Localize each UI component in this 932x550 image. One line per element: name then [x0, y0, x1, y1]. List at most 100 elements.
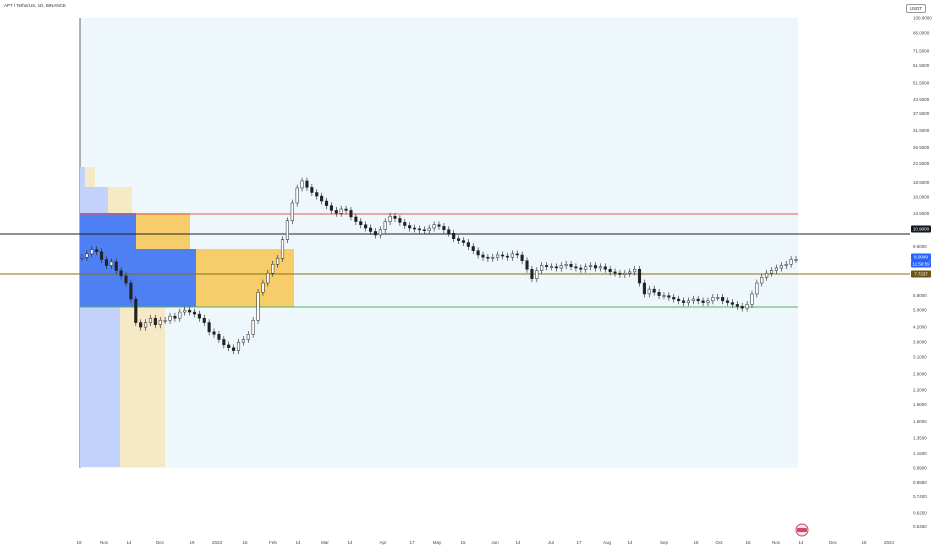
- candle-body: [271, 264, 275, 274]
- candle-body: [408, 225, 412, 229]
- candle-body: [760, 277, 764, 284]
- candle-body: [750, 293, 754, 305]
- candle-body: [329, 205, 333, 211]
- candle-body: [677, 298, 681, 302]
- candle-body: [505, 255, 510, 258]
- price-tick-label: 71.5000: [913, 48, 930, 53]
- candle-body: [501, 254, 505, 257]
- candle-body: [197, 313, 201, 319]
- candle-body: [637, 269, 642, 284]
- candle-body: [398, 218, 402, 223]
- candle-body: [300, 180, 304, 189]
- candle-body: [589, 265, 593, 267]
- candle-body: [530, 269, 534, 279]
- candle-body: [437, 224, 441, 227]
- candle-body: [222, 339, 226, 346]
- candle-body: [129, 282, 133, 300]
- candle-body: [334, 210, 338, 214]
- price-tick-label: 2.6000: [913, 371, 927, 376]
- price-badges: 10.9000 8.0049 11:59:59 7.7237: [911, 225, 931, 278]
- candle-body: [324, 200, 329, 206]
- candle-body: [217, 334, 221, 340]
- candle-body: [432, 224, 436, 229]
- price-tick-label: 3.1000: [913, 354, 927, 359]
- candle-body: [241, 339, 245, 343]
- candle-body: [139, 322, 143, 328]
- candle-body: [134, 298, 138, 323]
- candle-body: [633, 269, 637, 273]
- candle-body: [696, 298, 700, 302]
- time-tick-label: Dec: [156, 540, 165, 545]
- candle-body: [364, 224, 368, 229]
- currency-button[interactable]: USDT: [905, 4, 926, 13]
- time-tick-label: 15: [460, 540, 466, 545]
- candle-body: [554, 266, 558, 269]
- candle-body: [711, 297, 715, 302]
- candle-body: [740, 306, 744, 309]
- candle-body: [417, 228, 421, 231]
- candle-body: [691, 298, 695, 302]
- candle-body: [774, 267, 778, 271]
- price-tick-label: 86.0000: [913, 30, 930, 35]
- candle-body: [212, 331, 216, 335]
- candle-body: [158, 320, 162, 326]
- price-badge: [911, 253, 931, 261]
- candle-body: [80, 256, 84, 259]
- candle-body: [95, 249, 99, 252]
- candle-body: [471, 246, 475, 251]
- candle-body: [520, 254, 524, 261]
- candle-body: [320, 195, 324, 202]
- candle-body: [466, 242, 470, 247]
- candle-body: [549, 266, 554, 268]
- candle-body: [100, 251, 104, 260]
- candle-body: [192, 311, 197, 315]
- vp-bar: [136, 213, 190, 249]
- candle-body: [256, 292, 260, 321]
- price-tick-label: 100.0000: [913, 16, 932, 21]
- candle-body: [593, 265, 598, 269]
- vp-bar: [80, 187, 108, 213]
- candle-body: [119, 270, 123, 277]
- vp-bar: [80, 307, 120, 467]
- candle-body: [496, 254, 500, 258]
- candle-body: [540, 265, 544, 271]
- candle-body: [295, 187, 299, 204]
- time-tick-label: Nov: [772, 540, 781, 545]
- time-axis[interactable]: 19 Nov 14 Dec 19 2023 16 Feb 14 Mar 14 Apr 17 May 15 Ju…: [76, 540, 894, 545]
- price-badge: [911, 270, 931, 278]
- candle-body: [667, 295, 671, 298]
- candle-body: [447, 229, 451, 234]
- candle-body: [266, 272, 270, 284]
- vp-bar: [80, 213, 136, 249]
- candle-body: [608, 269, 612, 273]
- candle-body: [442, 226, 446, 230]
- symbol-title[interactable]: APT / TetherUS, 1D, BINANCE: [4, 3, 66, 8]
- candle-body: [461, 240, 466, 243]
- candle-body: [349, 210, 353, 218]
- time-tick-label: 14: [126, 540, 132, 545]
- candle-body: [183, 309, 187, 313]
- candle-body: [755, 282, 759, 295]
- price-tick-label: 0.8550: [913, 480, 927, 485]
- candle-body: [510, 253, 514, 258]
- candle-body: [745, 304, 749, 309]
- candle-body: [535, 270, 539, 279]
- price-badge: [911, 225, 931, 233]
- candle-body: [144, 322, 148, 328]
- time-tick-label: 16: [242, 540, 248, 545]
- time-tick-label: Feb: [269, 540, 277, 545]
- time-tick-label: 17: [409, 540, 415, 545]
- candle-body: [178, 311, 182, 319]
- candle-body: [85, 253, 89, 258]
- candle-body: [368, 227, 373, 232]
- time-tick-label: Nov: [100, 540, 109, 545]
- candle-body: [344, 208, 348, 211]
- candle-body: [207, 322, 211, 333]
- candle-body: [148, 317, 153, 323]
- candle-body: [574, 266, 578, 269]
- price-tick-label: 4.2000: [913, 325, 927, 330]
- candle-body: [623, 272, 627, 275]
- price-tick-label: 0.5450: [913, 524, 927, 529]
- time-tick-label: 16: [745, 540, 751, 545]
